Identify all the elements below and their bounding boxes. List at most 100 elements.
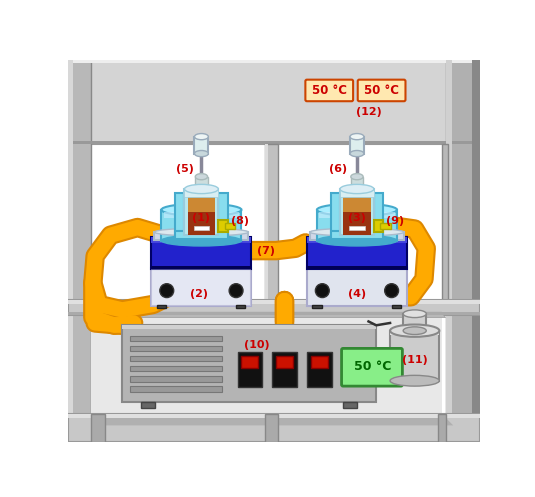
Ellipse shape	[317, 204, 397, 216]
Bar	[188, 212, 215, 235]
Bar	[185, 189, 218, 197]
Bar	[68, 60, 73, 442]
Bar	[307, 237, 407, 243]
Ellipse shape	[310, 228, 404, 236]
Bar	[307, 267, 407, 306]
Bar	[241, 356, 258, 368]
Bar	[218, 193, 227, 235]
Bar	[276, 356, 293, 368]
Bar	[195, 176, 208, 192]
Bar	[446, 60, 480, 442]
FancyBboxPatch shape	[358, 80, 406, 101]
Bar	[68, 300, 480, 304]
Bar	[343, 402, 357, 408]
Bar	[130, 356, 222, 361]
Polygon shape	[91, 417, 453, 425]
Text: (4): (4)	[348, 289, 366, 300]
Bar	[175, 193, 185, 235]
Bar	[151, 266, 251, 269]
Bar	[68, 414, 480, 442]
Ellipse shape	[390, 375, 439, 386]
Ellipse shape	[390, 325, 439, 337]
Bar	[68, 312, 480, 315]
Bar	[311, 356, 328, 368]
Bar	[380, 223, 391, 229]
FancyBboxPatch shape	[341, 348, 402, 386]
Bar	[340, 189, 374, 235]
Ellipse shape	[185, 184, 218, 194]
Bar	[265, 414, 278, 442]
Bar	[68, 141, 480, 144]
Bar	[218, 220, 227, 232]
Bar	[188, 197, 215, 235]
Ellipse shape	[350, 134, 364, 140]
Text: (8): (8)	[231, 216, 249, 226]
Bar	[265, 144, 269, 302]
Bar	[238, 352, 262, 387]
Bar	[374, 193, 383, 235]
Ellipse shape	[316, 284, 329, 298]
Bar	[310, 232, 404, 240]
Text: (7): (7)	[257, 246, 275, 255]
Bar	[343, 197, 371, 212]
Bar	[446, 60, 452, 442]
Bar	[162, 210, 241, 241]
Bar	[91, 315, 442, 414]
Bar	[68, 60, 480, 63]
Bar	[438, 414, 446, 442]
Bar	[340, 189, 374, 197]
Bar	[272, 352, 297, 387]
Ellipse shape	[403, 327, 426, 334]
Bar	[312, 305, 322, 308]
Bar	[331, 231, 383, 239]
Text: 50 °C: 50 °C	[312, 84, 347, 97]
Bar	[68, 60, 91, 442]
Bar	[175, 231, 227, 239]
Polygon shape	[91, 312, 446, 318]
Bar	[130, 386, 222, 392]
Ellipse shape	[162, 204, 241, 216]
Ellipse shape	[385, 284, 399, 298]
Ellipse shape	[351, 173, 363, 180]
Text: (6): (6)	[328, 164, 347, 174]
Bar	[68, 300, 480, 315]
Bar	[265, 144, 278, 302]
Ellipse shape	[350, 151, 364, 157]
Bar	[122, 326, 376, 402]
Text: (11): (11)	[402, 355, 427, 365]
Ellipse shape	[340, 184, 374, 194]
Bar	[331, 193, 340, 235]
Bar	[130, 376, 222, 382]
Bar	[472, 60, 480, 442]
Bar	[350, 137, 364, 154]
Bar	[194, 226, 209, 230]
Bar	[91, 414, 105, 442]
Bar	[122, 326, 376, 329]
Bar	[307, 352, 332, 387]
Bar	[390, 331, 439, 381]
Text: (5): (5)	[175, 164, 194, 174]
Text: 50 °C: 50 °C	[364, 84, 399, 97]
Bar	[351, 176, 363, 192]
Ellipse shape	[317, 235, 397, 246]
Bar	[392, 305, 401, 308]
Bar	[151, 267, 251, 306]
Text: (12): (12)	[356, 107, 381, 117]
Ellipse shape	[195, 151, 208, 157]
Bar	[155, 232, 248, 240]
Bar	[307, 266, 407, 269]
Bar	[151, 237, 251, 269]
Bar	[343, 197, 371, 235]
Bar	[164, 212, 239, 218]
Text: (10): (10)	[244, 339, 270, 349]
Text: (1): (1)	[193, 213, 210, 223]
Ellipse shape	[403, 310, 426, 318]
Text: (2): (2)	[190, 289, 208, 300]
Ellipse shape	[229, 284, 243, 298]
Bar	[188, 197, 215, 212]
Bar	[236, 305, 246, 308]
Bar	[130, 366, 222, 371]
Bar	[130, 346, 222, 351]
Bar	[195, 137, 208, 154]
Bar	[317, 210, 397, 241]
